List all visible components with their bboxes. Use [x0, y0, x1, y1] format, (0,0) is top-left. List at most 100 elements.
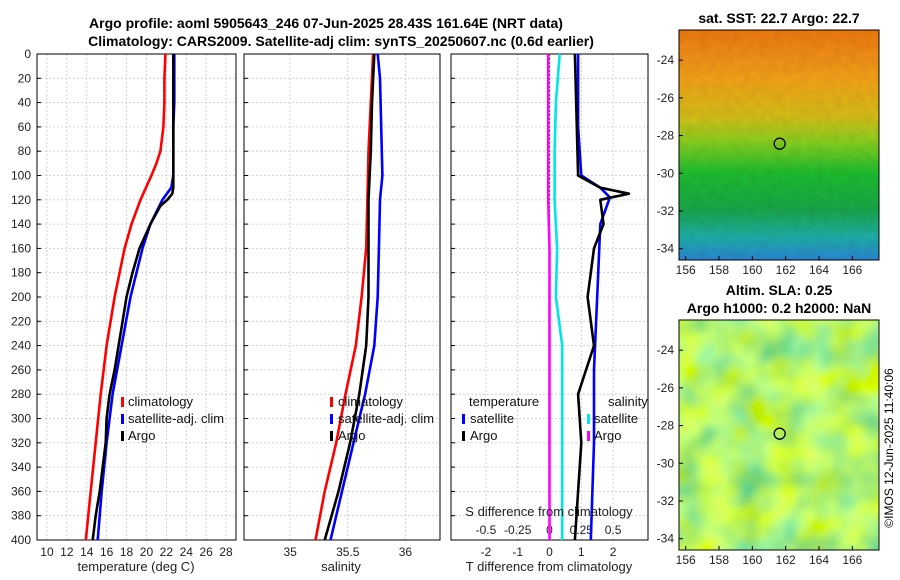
- map-x-tick-label: 156: [676, 263, 696, 277]
- y-tick-label: 20: [18, 71, 32, 85]
- y-tick-label: 400: [11, 533, 31, 547]
- map-y-tick-label: -34: [657, 532, 675, 546]
- legend-swatch-climatology: [121, 397, 124, 407]
- map-y-tick-label: -28: [657, 419, 675, 433]
- legend-label-satellite-adj: satellite-adj. clim: [128, 411, 224, 426]
- x-tick-label: 16: [100, 545, 114, 559]
- x-tick-label: 26: [199, 545, 213, 559]
- legend-swatch-climatology: [330, 397, 333, 407]
- salinity-xlabel: salinity: [321, 559, 361, 574]
- difference-profile-plot: -2 -1 0 1 2-0.5 -0.25 0 0.25 0.5: [450, 53, 649, 559]
- y-tick-label: 200: [11, 290, 31, 304]
- legend-swatch-argo: [121, 431, 124, 441]
- y-tick-label: 140: [11, 217, 31, 231]
- legend-label-s-satellite: satellite: [594, 411, 638, 426]
- legend-label-argo: Argo: [338, 428, 365, 443]
- legend-label-climatology: climatology: [338, 394, 404, 409]
- series-line-s-argo: [546, 54, 551, 540]
- x-tick-label: 2: [610, 545, 617, 559]
- y-tick-label: 240: [11, 339, 31, 353]
- y-tick-label: 180: [11, 266, 31, 280]
- map-y-tick-label: -26: [657, 381, 675, 395]
- temperature-xlabel: temperature (deg C): [77, 559, 194, 574]
- x-tick-label: 12: [60, 545, 74, 559]
- map-x-tick-label: 166: [842, 263, 862, 277]
- map-x-tick-label: 160: [742, 553, 762, 567]
- salinity-profile-plot: 35 35.5 36: [243, 53, 441, 559]
- t-difference-xlabel: T difference from climatology: [466, 559, 633, 574]
- salinity-legend: climatology satellite-adj. clim Argo: [330, 394, 434, 443]
- legend-label-climatology: climatology: [128, 394, 194, 409]
- legend-label-t-satellite: satellite: [470, 411, 514, 426]
- y-tick-label: 220: [11, 314, 31, 328]
- legend-swatch-t-satellite: [462, 414, 465, 424]
- sla-map-field: [679, 320, 879, 550]
- map-y-tick-label: -32: [657, 494, 675, 508]
- series-line-climatology: [314, 53, 375, 541]
- map-y-tick-label: -26: [657, 91, 675, 105]
- sla-map: Altim. SLA: 0.25 Argo h1000: 0.2 h2000: …: [657, 282, 880, 567]
- sst-map-texture: [679, 30, 879, 260]
- x-tick-label: 28: [219, 545, 233, 559]
- sst-map-title: sat. SST: 22.7 Argo: 22.7: [698, 10, 860, 26]
- map-x-tick-label: 164: [809, 553, 829, 567]
- y-tick-label: 60: [18, 120, 32, 134]
- map-x-tick-label: 158: [709, 553, 729, 567]
- map-x-tick-label: 156: [676, 553, 696, 567]
- s-top-tick-label: -0.25: [504, 523, 532, 537]
- map-y-tick-label: -30: [657, 166, 675, 180]
- x-tick-label: 35: [283, 545, 297, 559]
- y-tick-label: 260: [11, 363, 31, 377]
- legend-header-salinity: salinity: [608, 394, 648, 409]
- x-tick-label: 20: [140, 545, 154, 559]
- x-tick-label: 10: [40, 545, 54, 559]
- legend-swatch-satellite-adj: [330, 414, 333, 424]
- map-y-tick-label: -24: [657, 53, 675, 67]
- y-tick-label: 80: [18, 144, 32, 158]
- map-y-tick-label: -34: [657, 242, 675, 256]
- y-tick-label: 360: [11, 484, 31, 498]
- series-line-climatology: [84, 53, 167, 541]
- x-tick-label: 14: [80, 545, 94, 559]
- s-top-tick-label: 0.5: [605, 523, 622, 537]
- map-y-tick-label: -28: [657, 129, 675, 143]
- series-line-t-satellite: [576, 54, 612, 541]
- x-tick-label: -2: [481, 545, 492, 559]
- argo-location-marker: [773, 427, 786, 440]
- y-tick-label: 160: [11, 241, 31, 255]
- x-tick-label: 36: [399, 545, 413, 559]
- x-tick-label: 35.5: [336, 545, 360, 559]
- y-tick-label: 320: [11, 436, 31, 450]
- y-tick-label: 100: [11, 169, 31, 183]
- y-tick-label: 380: [11, 509, 31, 523]
- y-tick-label: 0: [24, 47, 31, 61]
- imos-watermark: ©IMOS 12-Jun-2025 11:40:06: [882, 368, 896, 528]
- y-tick-label: 40: [18, 96, 32, 110]
- temperature-legend: climatology satellite-adj. clim Argo: [121, 394, 224, 443]
- sla-map-title-2: Argo h1000: 0.2 h2000: NaN: [687, 300, 871, 316]
- x-tick-label: -1: [512, 545, 523, 559]
- difference-legend: temperature satellite Argo salinity sate…: [462, 394, 648, 443]
- series-line-s-satellite: [553, 53, 564, 540]
- title-line-2: Climatology: CARS2009. Satellite-adj cli…: [88, 33, 594, 49]
- legend-label-argo: Argo: [128, 428, 155, 443]
- sla-map-ticks: 156 158 160 162 164 166 -24 -26 -28 -30 -32 -34: [657, 343, 863, 567]
- y-tick-label: 300: [11, 412, 31, 426]
- map-y-tick-label: -30: [657, 456, 675, 470]
- sst-map-ticks: 156 158 160 162 164 166 -24 -26 -28 -30 -32 -34: [657, 53, 863, 277]
- map-y-tick-label: -32: [657, 204, 675, 218]
- temperature-profile-plot: 10 12 14 16 18 20 22 24 26 2802040608010012014016…: [11, 47, 237, 559]
- map-x-tick-label: 160: [742, 263, 762, 277]
- legend-label-satellite-adj: satellite-adj. clim: [338, 411, 434, 426]
- map-x-tick-label: 164: [809, 263, 829, 277]
- y-tick-label: 280: [11, 387, 31, 401]
- x-tick-label: 1: [578, 545, 585, 559]
- y-tick-label: 120: [11, 193, 31, 207]
- map-x-tick-label: 162: [776, 263, 796, 277]
- map-x-tick-label: 162: [776, 553, 796, 567]
- sst-map-frame: [678, 29, 880, 261]
- legend-swatch-s-argo: [587, 431, 590, 441]
- series-line-t-argo: [573, 53, 631, 541]
- x-tick-label: 24: [180, 545, 194, 559]
